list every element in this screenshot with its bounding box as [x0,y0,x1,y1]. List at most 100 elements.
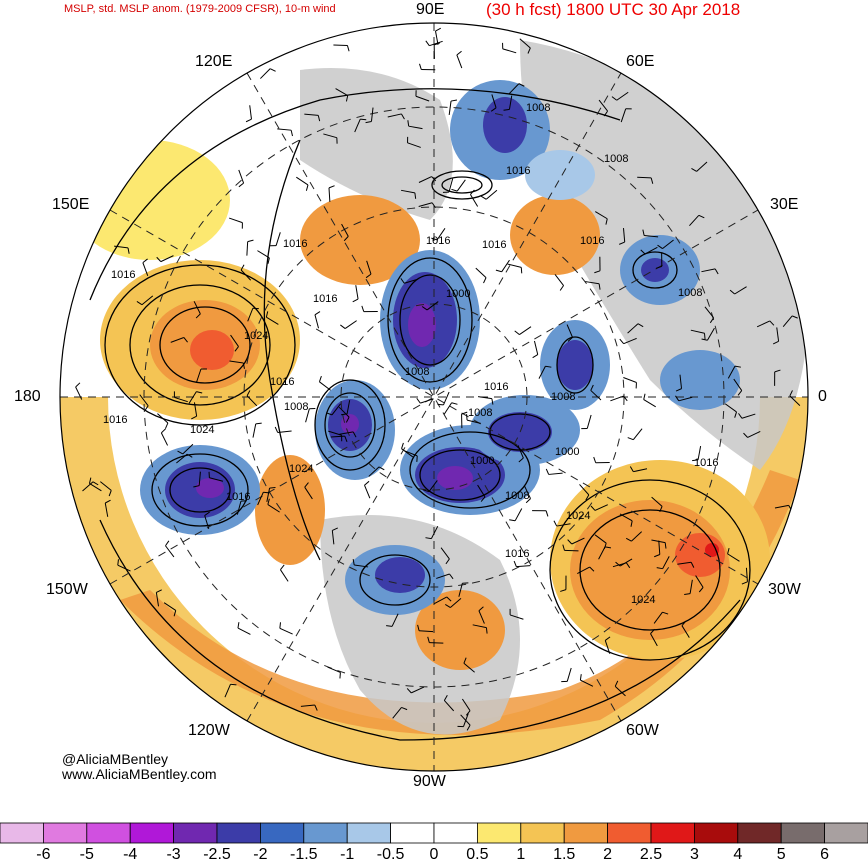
colorbar-tick-label: -4 [123,846,138,863]
wind-barb-flag [290,130,293,137]
wind-barb [279,627,293,635]
colorbar-swatch [737,822,782,844]
wind-barb-flag [417,624,420,631]
wind-barb [193,402,198,417]
wind-barb [524,485,531,499]
wind-barb [160,432,169,446]
wind-barb-flag [269,486,276,489]
wind-barb [176,453,188,464]
wind-barb-flag [425,537,432,540]
isobars [89,88,751,741]
wind-barb-flag [545,365,552,368]
wind-barb-flag [618,241,625,245]
wind-barb [387,113,402,118]
colorbar-swatch [43,822,88,844]
wind-barb-flag [662,611,669,615]
wind-barb [789,395,801,406]
wind-barb-flag [567,539,573,545]
wind-barb [229,360,244,364]
isobar-label: 1008 [468,407,492,419]
wind-barb [341,223,349,237]
wind-barb [733,378,743,391]
map-disk [60,23,808,771]
wind-barb [548,472,563,475]
wind-barb [237,627,251,635]
wind-barb [335,88,348,96]
wind-barb [163,602,177,611]
wind-barb [538,365,546,379]
isobar-label: 1016 [270,376,294,388]
wind-barb-flag [427,636,430,643]
wind-barb-flag [314,704,318,711]
isobar-label: 1016 [111,269,135,281]
wind-barb-flag [567,337,573,342]
wind-barb-flag [545,510,549,517]
wind-barb-flag [136,301,143,306]
colorbar-tick-label: 1 [516,846,526,863]
wind-barb [224,684,231,698]
lon-label-150w: 150W [46,581,88,598]
wind-barb [747,430,761,438]
wind-barb [644,234,659,238]
wind-barb [193,301,201,315]
colorbar-tick-label: -2.5 [203,846,231,863]
wind-barb-flag [344,435,348,442]
wind-barb-flag [314,311,321,316]
wind-barb [448,101,452,116]
wind-barb-flag [518,457,524,463]
wind-barb-flag [449,573,454,580]
wind-barb-flag [345,416,350,423]
author-handle: @AliciaMBentley [62,751,169,767]
colorbar-swatch [433,822,478,844]
wind-barb-flag [737,390,743,396]
wind-barb-flag [692,459,699,462]
wind-barb [370,107,374,122]
wind-barb-flag [195,313,201,319]
isobar-label: 1024 [566,510,590,522]
wind-barb-flag [655,265,662,269]
wind-barb [209,477,224,482]
wind-barb-flag [177,450,184,455]
wind-barb-flag [326,412,333,416]
colorbar-swatch [0,822,44,844]
wind-barb [89,483,102,492]
wind-barb-flag [173,610,177,617]
wind-barb [594,504,608,511]
wind-barb [157,413,169,424]
isobar-label: 1008 [505,490,529,502]
wind-barb [677,561,692,565]
wind-barb-flag [352,559,355,566]
wind-barb [519,38,531,49]
isobar-label: 1008 [284,401,308,413]
wind-barb-flag [714,268,719,275]
wind-barb-flag [378,466,385,471]
wind-barb-flag [255,422,262,425]
wind-barb [724,403,737,413]
wind-barb [277,430,292,433]
wind-barb-flag [789,390,793,397]
wind-barb-flag [491,398,494,405]
isobar-label: 1016 [482,239,506,251]
wind-barb [236,500,242,515]
wind-barb-flag [709,317,715,324]
wind-barb [623,377,637,383]
isobar-label: 1016 [506,165,530,177]
colorbar-tick-label: 1.5 [553,846,576,863]
wind-barb-flag [654,554,660,558]
wind-barb [117,564,131,572]
wind-barb-flag [437,403,444,406]
wind-barb [516,565,531,568]
wind-barb-flag [305,184,309,191]
wind-barb-flag [450,99,458,102]
colorbar-swatch [346,822,392,844]
wind-barb-flag [483,277,487,284]
wind-barb [82,481,94,492]
wind-barb [354,118,361,133]
wind-barb-flag [691,167,697,172]
wind-barb [266,316,279,325]
lon-label-90e: 90E [416,1,445,18]
colorbar-swatch [607,822,652,844]
wind-barb [415,95,430,102]
wind-barb-flag [629,466,634,472]
isobar-label: 1024 [244,330,268,342]
